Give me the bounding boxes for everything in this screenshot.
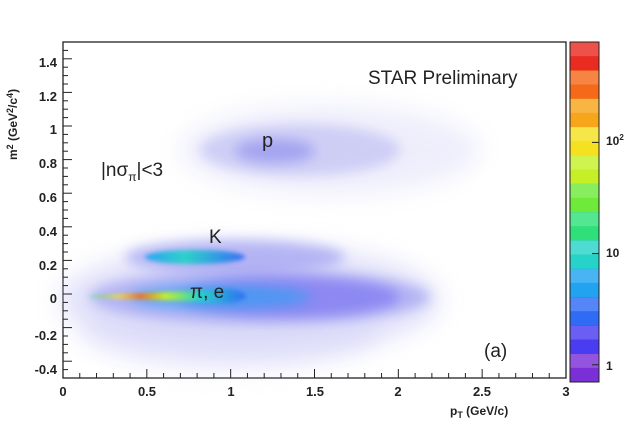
x-tick-label: 1.5 <box>306 384 324 399</box>
colorbar-segment <box>570 325 599 340</box>
y-axis: -0.4 -0.2 0 0.2 0.4 0.6 0.8 1 1.2 1.4 m2… <box>5 55 58 377</box>
colorbar-label: 102 <box>606 133 624 148</box>
colorbar-segment <box>570 112 599 128</box>
cluster-pion-electron <box>90 270 430 324</box>
cluster-proton <box>200 124 400 176</box>
colorbar-segment <box>570 70 599 85</box>
y-tick-label: 0.6 <box>39 190 57 205</box>
colorbar-segment <box>570 311 599 326</box>
colorbar-label: 1 <box>606 359 613 373</box>
cluster-kaon <box>125 240 345 274</box>
x-axis: 0 0.5 1 1.5 2 2.5 3 pT (GeV/c) <box>59 384 569 420</box>
colorbar-segment <box>570 155 599 170</box>
chart-title: STAR Preliminary <box>368 68 518 89</box>
colorbar-segment <box>570 339 599 355</box>
colorbar-segment <box>570 240 599 255</box>
colorbar-segment <box>570 98 599 114</box>
colorbar-segment <box>570 84 599 100</box>
x-tick-label: 1 <box>227 384 234 399</box>
y-tick-label: 1.4 <box>39 55 58 70</box>
colorbar-segment <box>570 169 599 185</box>
x-tick-label: 0.5 <box>138 384 156 399</box>
colorbar-segment <box>570 353 599 369</box>
x-axis-title: pT (GeV/c) <box>450 404 508 420</box>
colorbar-segment <box>570 42 599 57</box>
pion-electron-label: π, e <box>190 282 224 303</box>
colorbar-segment <box>570 367 599 383</box>
x-tick-label: 0 <box>59 384 66 399</box>
y-axis-title: m2 (GeV2/c4) <box>5 89 20 160</box>
y-tick-label: 0.8 <box>39 156 57 171</box>
heatmap-layer <box>60 105 480 368</box>
colorbar-segment <box>570 297 599 312</box>
colorbar-segment <box>570 212 599 227</box>
y-tick-label: 1 <box>50 122 57 137</box>
y-tick-label: -0.2 <box>35 328 57 343</box>
axis-ticks <box>62 41 567 379</box>
colorbar-segment <box>570 282 599 298</box>
proton-label: p <box>262 130 273 152</box>
colorbar-segment <box>570 183 599 199</box>
colorbar-segment <box>570 226 599 241</box>
kaon-label: K <box>209 227 222 248</box>
colorbar-segment <box>570 268 599 284</box>
y-tick-label: 1.2 <box>39 89 57 104</box>
y-tick-label: 0 <box>50 291 57 306</box>
y-tick-label: 0.2 <box>39 258 57 273</box>
x-tick-label: 3 <box>562 384 569 399</box>
colorbar-frame <box>569 41 600 383</box>
panel-label: (a) <box>484 341 507 362</box>
x-tick-label: 2 <box>394 384 401 399</box>
y-tick-label: -0.4 <box>35 362 58 377</box>
colorbar-segment <box>570 141 599 156</box>
colorbar-segment <box>570 197 599 213</box>
colorbar-segment <box>570 127 599 142</box>
colorbar-segment <box>570 56 599 71</box>
colorbar-segment <box>570 254 599 270</box>
colorbar-label: 10 <box>606 246 620 260</box>
colorbar <box>569 41 600 383</box>
x-tick-label: 2.5 <box>473 384 491 399</box>
y-tick-label: 0.4 <box>39 224 58 239</box>
